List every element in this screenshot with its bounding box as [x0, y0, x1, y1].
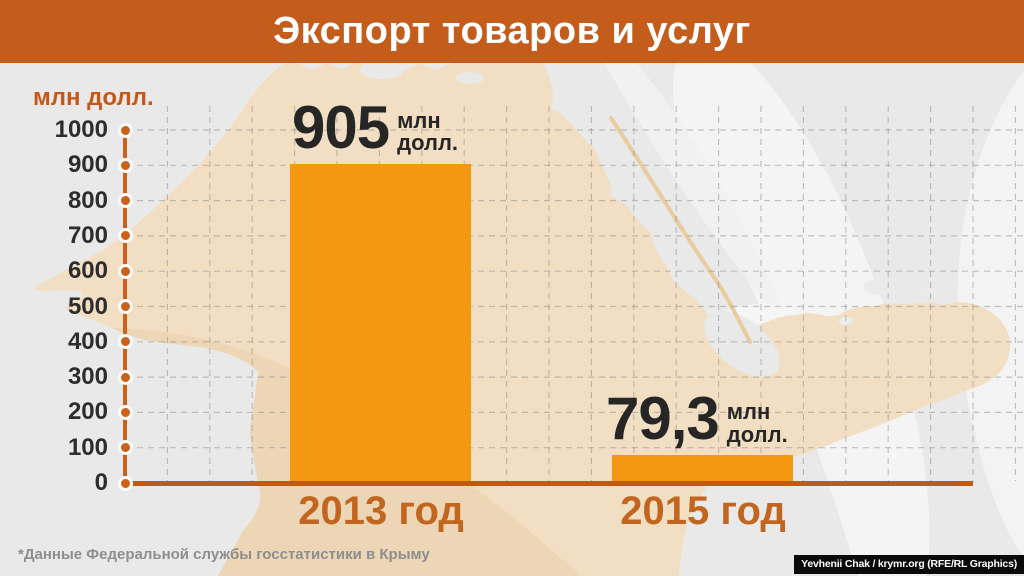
y-tick-dot — [117, 263, 133, 279]
bar-2015 — [612, 455, 793, 483]
lake-shape — [863, 279, 895, 295]
y-tick-label: 300 — [67, 363, 108, 391]
y-tick-dot — [117, 334, 133, 350]
y-tick-dot — [117, 299, 133, 314]
y-tick-label: 1000 — [54, 116, 108, 143]
y-tick-dot — [117, 193, 133, 209]
x-axis-baseline — [125, 481, 973, 486]
y-tick-label: 0 — [94, 469, 108, 496]
y-tick-label: 100 — [67, 433, 108, 461]
y-tick-dot — [117, 122, 133, 138]
bar-2013 — [290, 163, 471, 483]
y-tick-dot — [117, 369, 133, 385]
y-tick-label: 700 — [67, 221, 108, 249]
value-unit: млн долл. — [726, 399, 788, 447]
category-label-2013: 2013 год — [298, 489, 464, 533]
y-tick-label: 900 — [67, 151, 108, 179]
value-number: 79,3 — [606, 385, 720, 453]
y-axis-unit-label: млн долл. — [33, 84, 154, 111]
y-tick-label: 200 — [67, 398, 108, 426]
source-footnote: *Данные Федеральной службы госстатистики… — [18, 546, 430, 563]
lagoon-shape — [456, 72, 484, 84]
y-tick-label: 400 — [67, 327, 108, 355]
value-label-2013: 905 млн долл. — [292, 93, 459, 161]
swoosh-shape — [580, 20, 790, 330]
category-label-2015: 2015 год — [620, 489, 786, 533]
value-number: 905 — [292, 93, 390, 161]
y-tick-dot — [117, 228, 133, 244]
y-tick-label: 500 — [67, 292, 108, 320]
swoosh-shape — [672, 20, 930, 576]
credit-badge: Yevhenii Chak / krymr.org (RFE/RL Graphi… — [794, 555, 1024, 574]
chart-title: Экспорт товаров и услуг — [273, 10, 751, 52]
arabat-spit — [609, 116, 752, 344]
y-tick-dot — [117, 157, 133, 173]
title-bar: Экспорт товаров и услуг — [0, 0, 1024, 63]
y-tick-dot — [117, 440, 133, 456]
value-label-2015: 79,3 млн долл. — [606, 389, 788, 449]
y-tick-dot — [117, 404, 133, 420]
value-unit: млн долл. — [397, 107, 459, 156]
y-tick-dot — [117, 475, 133, 491]
lagoon-shape — [360, 61, 404, 79]
y-tick-label: 600 — [67, 257, 108, 285]
y-tick-label: 800 — [67, 186, 108, 214]
